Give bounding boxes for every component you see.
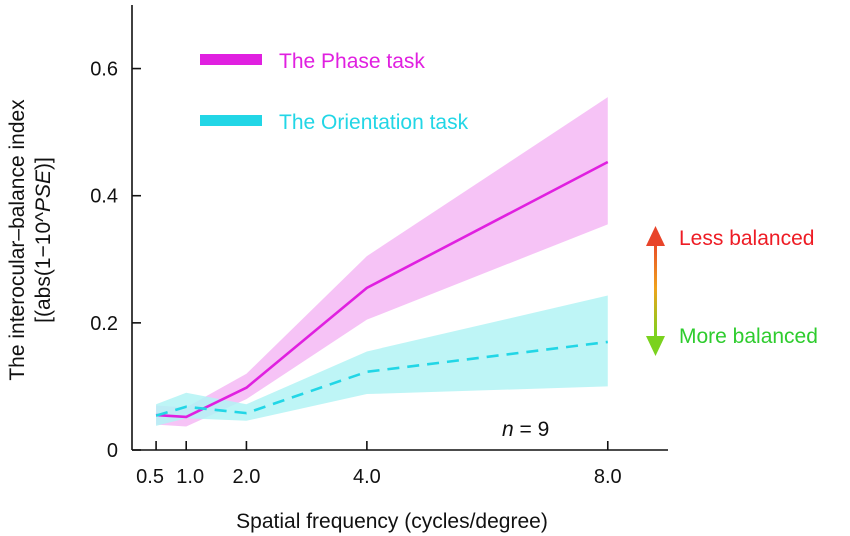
axes: [131, 5, 668, 451]
x-axis-title: Spatial frequency (cycles/degree): [236, 510, 548, 533]
x-tick-label: 2.0: [233, 466, 261, 488]
y-axis-title-prefix: [(abs(1−10^: [32, 212, 55, 323]
x-tick-label: 8.0: [594, 466, 622, 488]
legend-swatch-orientation: [200, 115, 262, 126]
legend-swatch-phase: [200, 54, 262, 65]
legend: The Phase task The Orientation task: [200, 50, 469, 134]
arrow-shaft: [654, 240, 657, 336]
confidence-bands: [156, 97, 608, 427]
n-symbol: n: [502, 418, 514, 441]
y-axis-title-italic: PSE: [32, 169, 55, 212]
balance-direction-arrow: [646, 226, 665, 356]
legend-label-orientation: The Orientation task: [279, 111, 469, 134]
series-lines: [155, 160, 609, 419]
axis-ticks: 0 0.2 0.4 0.6 0.5 1.0 2.0 4.0 8.0: [90, 59, 621, 488]
legend-label-phase: The Phase task: [279, 50, 425, 73]
y-tick-label: 0.2: [90, 313, 118, 335]
x-tick-label: 4.0: [353, 466, 381, 488]
less-balanced-label: Less balanced: [679, 227, 814, 250]
y-tick-label: 0.6: [90, 59, 118, 81]
confidence-band-phase: [156, 97, 608, 427]
y-tick-label: 0.4: [90, 186, 118, 208]
x-tick-label: 0.5: [136, 466, 164, 488]
arrow-head-down: [646, 336, 665, 356]
more-balanced-label: More balanced: [679, 325, 818, 348]
arrow-head-up: [646, 226, 665, 246]
n-value: = 9: [514, 418, 550, 441]
x-tick-label: 1.0: [176, 466, 204, 488]
y-axis-title-line1: The interocular–balance index: [6, 99, 29, 381]
y-axis-title-suffix: )]: [32, 157, 55, 170]
y-axis-title-line2: [(abs(1−10^PSE)]: [32, 157, 55, 323]
sample-size-annotation: n = 9: [502, 418, 549, 441]
confidence-band-orientation: [156, 295, 608, 426]
y-tick-label: 0: [107, 440, 118, 462]
